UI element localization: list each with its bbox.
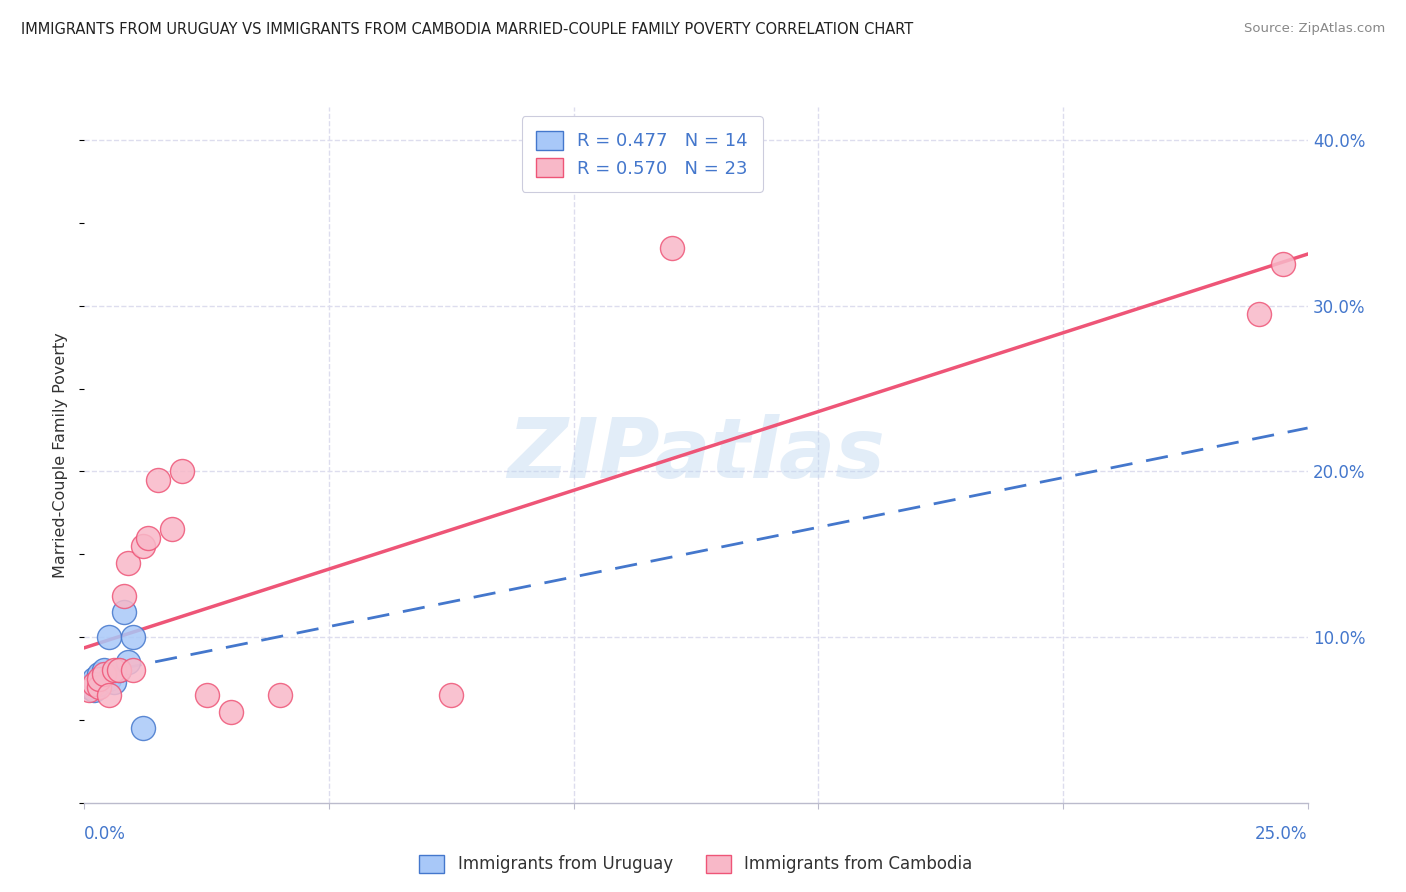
Point [219,705,242,719]
Text: 25.0%: 25.0% [1256,825,1308,843]
Point [195,688,218,702]
Text: IMMIGRANTS FROM URUGUAY VS IMMIGRANTS FROM CAMBODIA MARRIED-COUPLE FAMILY POVERT: IMMIGRANTS FROM URUGUAY VS IMMIGRANTS FR… [21,22,914,37]
Point [97,672,120,686]
Text: Source: ZipAtlas.com: Source: ZipAtlas.com [1244,22,1385,36]
Point [97,630,120,644]
Point [77,683,100,698]
Legend: Immigrants from Uruguay, Immigrants from Cambodia: Immigrants from Uruguay, Immigrants from… [408,843,984,885]
Point [83,676,105,690]
Point [83,672,105,686]
Point [661,241,683,255]
Point [93,666,115,681]
Point [93,663,115,677]
Point [87,676,110,690]
Point [269,688,291,702]
Point [112,605,135,619]
Point [132,721,155,735]
Point [87,680,110,694]
Point [122,630,145,644]
Y-axis label: Married-Couple Family Poverty: Married-Couple Family Poverty [53,332,69,578]
Point [136,531,159,545]
Point [97,688,120,702]
Point [162,523,184,537]
Text: ZIPatlas: ZIPatlas [508,415,884,495]
Point [117,655,139,669]
Point [132,539,155,553]
Point [440,688,463,702]
Point [107,663,129,677]
Point [103,663,125,677]
Point [1272,257,1295,271]
Point [172,465,194,479]
Point [107,663,129,677]
Point [146,473,169,487]
Point [87,666,110,681]
Point [103,674,125,689]
Point [117,556,139,570]
Point [87,672,110,686]
Text: 0.0%: 0.0% [84,825,127,843]
Point [83,683,105,698]
Point [77,680,100,694]
Point [112,589,135,603]
Point [122,663,145,677]
Point [1247,307,1270,321]
